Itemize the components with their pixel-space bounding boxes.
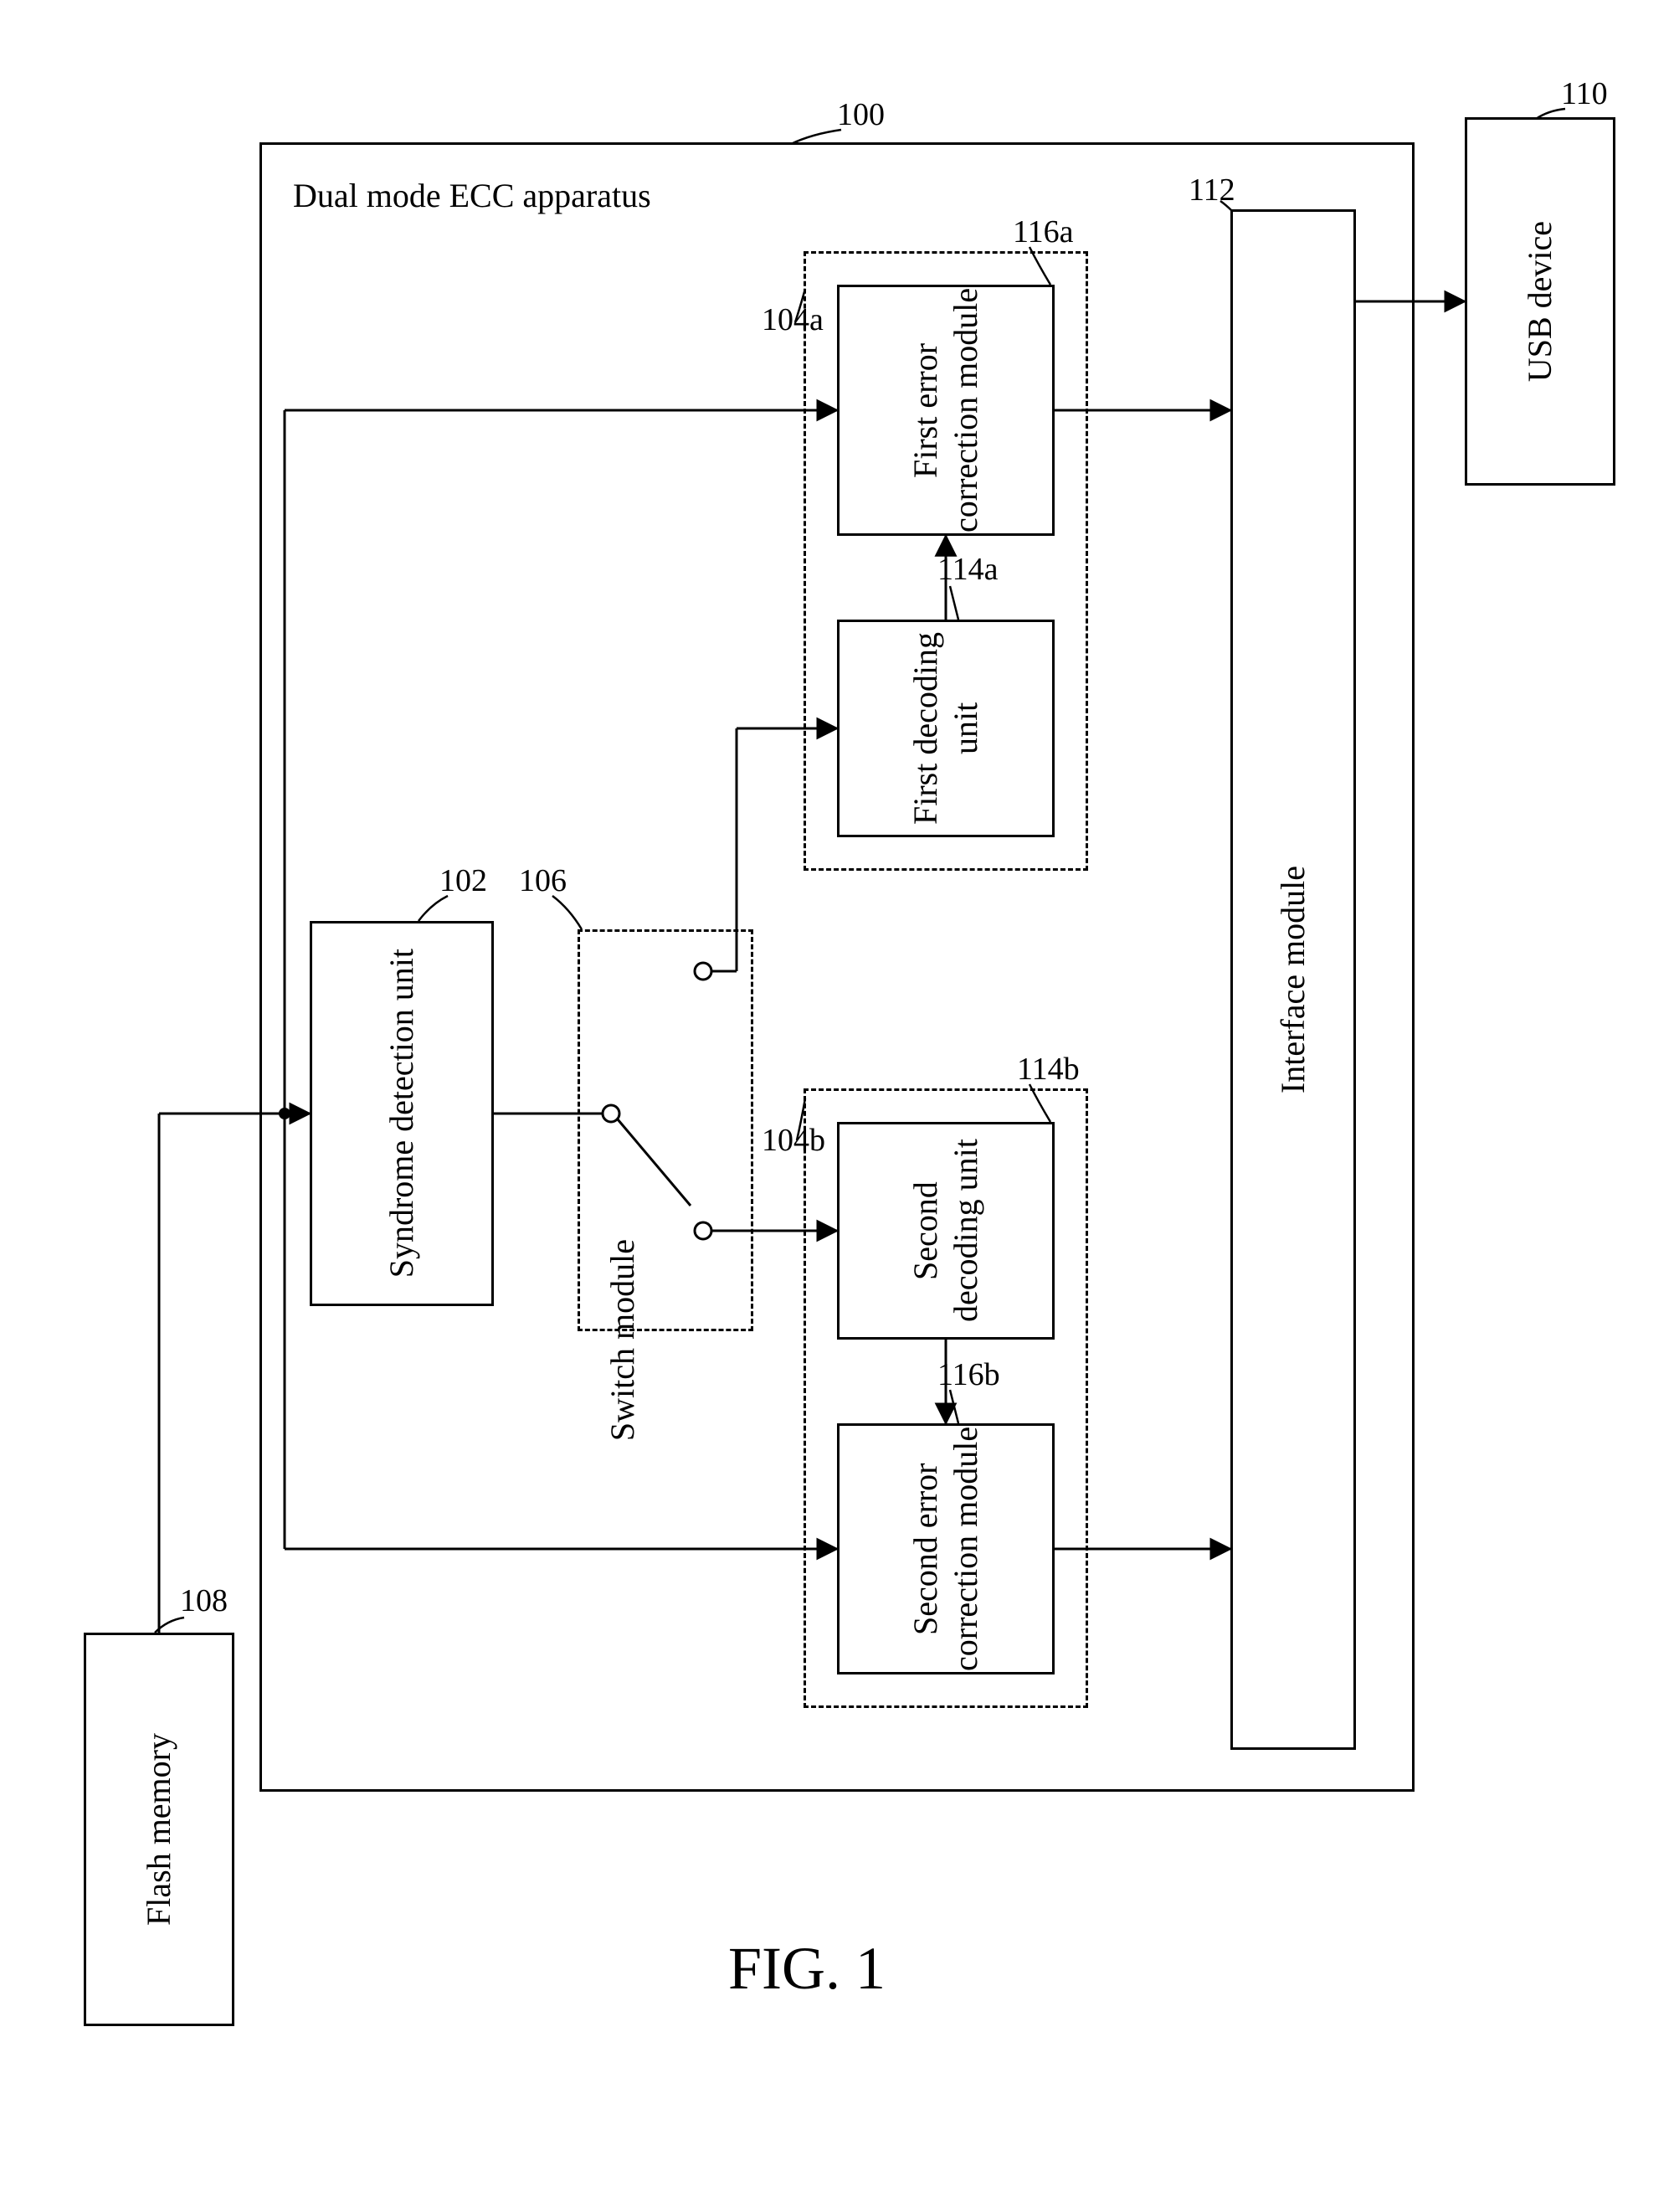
figure-caption: FIG. 1	[728, 1934, 886, 2004]
first-error-correction-box: First error correction module	[837, 285, 1055, 536]
ref-110: 110	[1561, 75, 1608, 112]
interface-box: Interface module	[1230, 209, 1356, 1750]
ref-106: 106	[519, 862, 567, 899]
ref-102: 102	[439, 862, 487, 899]
switch-label: Switch module	[603, 1239, 642, 1441]
ref-116b: 116b	[937, 1356, 1000, 1393]
ref-114a: 114a	[937, 551, 998, 588]
usb-label: USB device	[1520, 221, 1560, 382]
ref-100: 100	[837, 96, 885, 133]
flash-memory-box: Flash memory	[84, 1633, 234, 2026]
first-decoding-box: First decoding unit	[837, 620, 1055, 837]
second-error-correction-label: Second error correction module	[906, 1426, 986, 1672]
diagram-canvas: Dual mode ECC apparatus Flash memory Syn…	[33, 33, 1641, 2177]
first-decoding-label: First decoding unit	[906, 622, 986, 835]
ref-108: 108	[180, 1582, 228, 1619]
flash-memory-label: Flash memory	[139, 1733, 179, 1926]
ref-116a: 116a	[1013, 213, 1073, 250]
apparatus-title: Dual mode ECC apparatus	[293, 176, 651, 215]
usb-box: USB device	[1465, 117, 1615, 486]
syndrome-label: Syndrome detection unit	[382, 949, 422, 1278]
second-decoding-box: Second decoding unit	[837, 1122, 1055, 1340]
first-error-correction-label: First error correction module	[906, 287, 986, 533]
interface-label: Interface module	[1273, 866, 1313, 1093]
ref-104a: 104a	[762, 301, 824, 338]
syndrome-box: Syndrome detection unit	[310, 921, 494, 1306]
second-decoding-label: Second decoding unit	[906, 1124, 986, 1337]
ref-104b: 104b	[762, 1122, 825, 1159]
ref-112: 112	[1189, 172, 1235, 208]
ref-114b: 114b	[1017, 1051, 1080, 1088]
second-error-correction-box: Second error correction module	[837, 1423, 1055, 1674]
